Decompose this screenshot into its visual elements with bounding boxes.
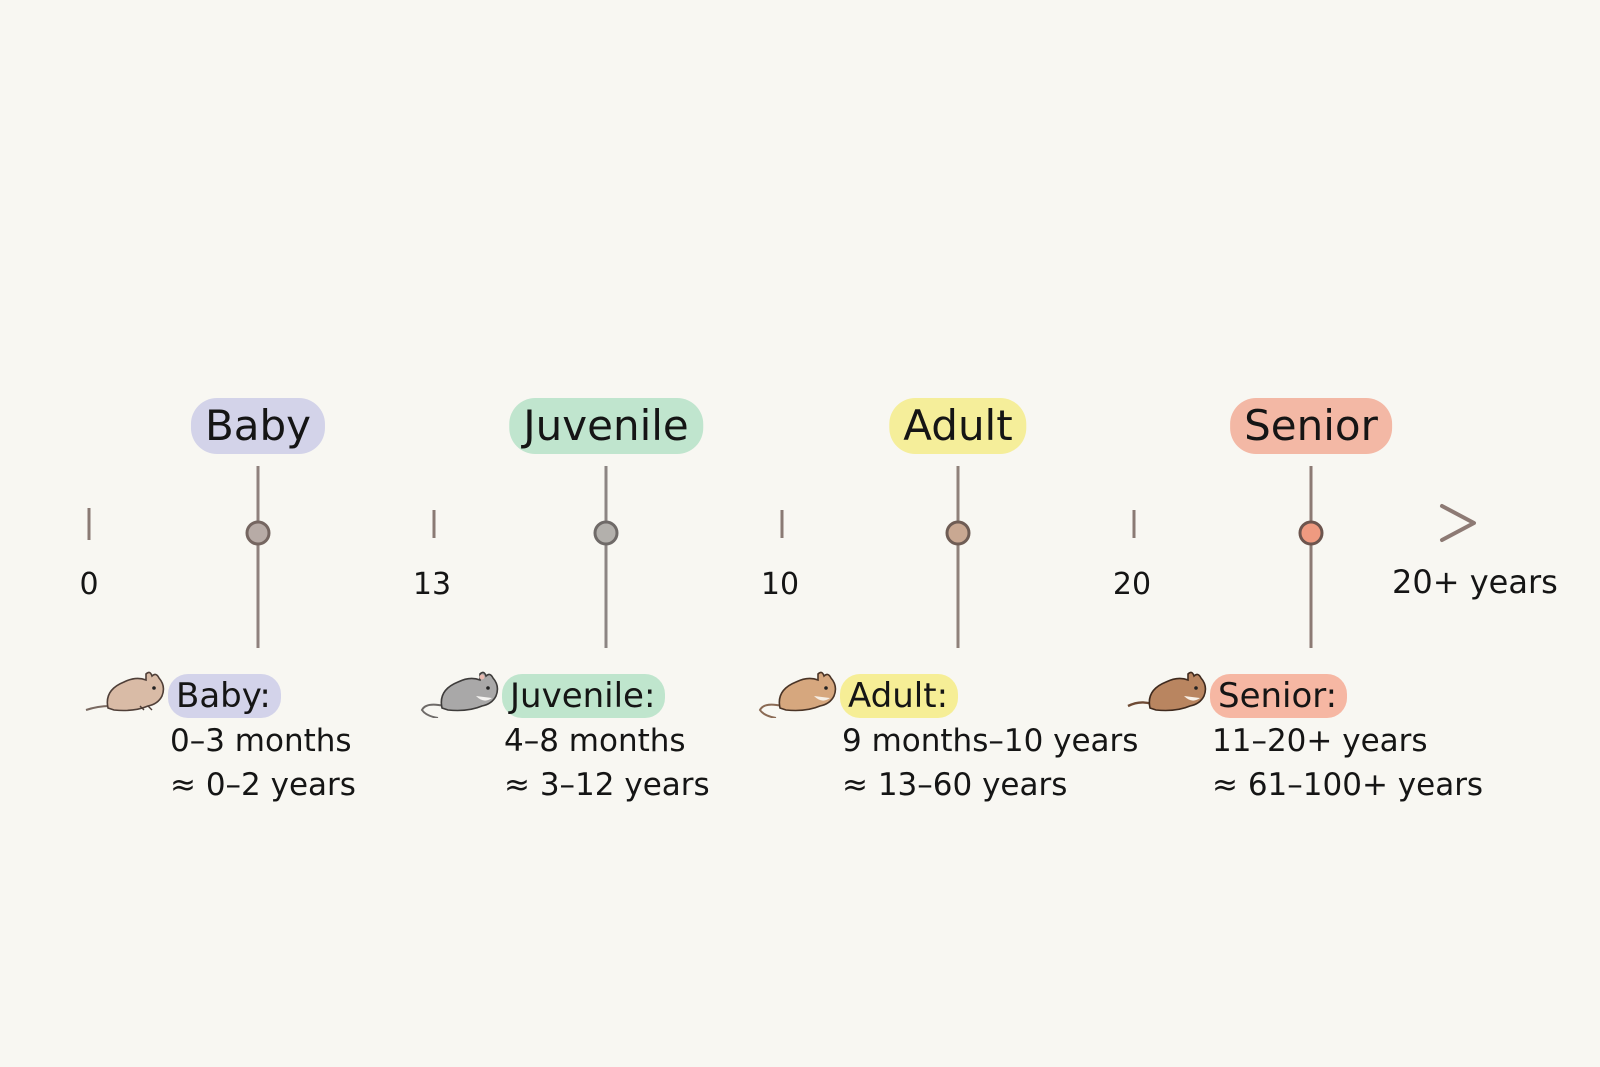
stage-title-baby: Baby	[190, 398, 326, 454]
tan-mouse-icon	[758, 671, 837, 718]
stage-label-senior: Senior:	[1210, 674, 1348, 718]
adult-marker-dot	[945, 520, 971, 546]
stage-label-baby: Baby:	[168, 674, 281, 718]
tick-label-20: 20	[1112, 567, 1152, 602]
arrow-head-icon	[1440, 504, 1476, 542]
stage-info-juvenile: Juvenile: 4–8 months ≈ 3–12 years	[418, 666, 710, 808]
gray-mouse-icon	[420, 671, 499, 718]
tick-label-13: 13	[412, 567, 452, 602]
age-range-senior: 11–20+ years	[1212, 723, 1428, 759]
human-equivalent-senior: ≈ 61–100+ years	[1212, 767, 1484, 803]
brown-mouse-icon	[1127, 671, 1207, 712]
age-range-adult: 9 months–10 years	[842, 723, 1139, 759]
axis-end-label: 20+ years	[1392, 563, 1558, 601]
stage-title-senior: Senior	[1230, 398, 1392, 454]
human-equivalent-adult: ≈ 13–60 years	[842, 767, 1068, 803]
juvenile-marker-dot	[593, 520, 619, 546]
age-range-juvenile: 4–8 months	[504, 723, 686, 759]
stage-info-senior: Senior: 11–20+ years ≈ 61–100+ years	[1126, 666, 1483, 808]
tick-label-10: 10	[760, 567, 800, 602]
stage-info-baby: Baby: 0–3 months ≈ 0–2 years	[84, 666, 356, 808]
stage-label-adult: Adult:	[840, 674, 959, 718]
human-equivalent-baby: ≈ 0–2 years	[170, 767, 356, 803]
senior-marker-dot	[1298, 520, 1324, 546]
stage-label-juvenile: Juvenile:	[502, 674, 666, 718]
age-range-baby: 0–3 months	[170, 723, 352, 759]
tick-label-0: 0	[79, 567, 99, 602]
human-equivalent-juvenile: ≈ 3–12 years	[504, 767, 710, 803]
baby-marker-dot	[245, 520, 271, 546]
stage-info-adult: Adult: 9 months–10 years ≈ 13–60 years	[756, 666, 1138, 808]
stage-title-adult: Adult	[889, 398, 1027, 454]
stage-title-juvenile: Juvenile	[509, 398, 703, 454]
light-tan-mouse-icon	[85, 671, 165, 712]
